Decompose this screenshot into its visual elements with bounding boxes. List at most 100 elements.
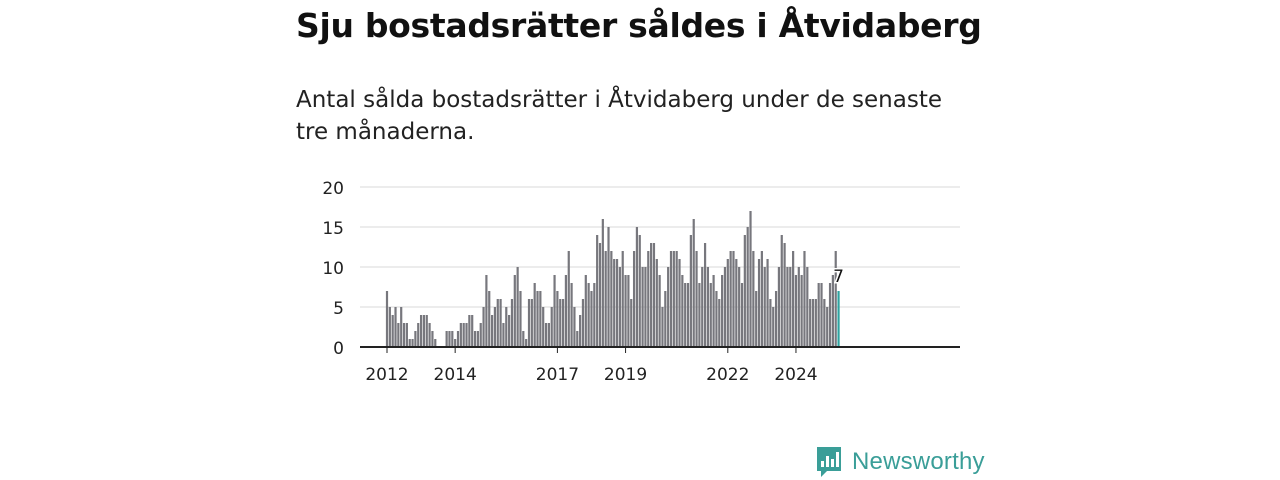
bar [522,331,525,347]
bar [490,315,494,347]
bar [400,307,403,347]
bar [505,307,508,347]
bar [703,243,707,347]
bar [465,323,468,347]
bar [783,243,786,347]
bar [712,275,715,347]
bar [823,299,826,347]
bar-chart: 0 5 10 15 20 2012 2014 2017 2019 2022 2024 7 [322,179,960,385]
bar [593,283,596,347]
bar [740,283,744,347]
bar [502,323,505,347]
bar [695,251,698,347]
bar [397,323,400,347]
bar [698,283,701,347]
bar [473,331,477,347]
bar [615,259,619,347]
bar [723,267,727,347]
bar [803,251,806,347]
newsworthy-brand[interactable]: Newsworthy [815,444,985,480]
bar [647,251,650,347]
bar [658,275,661,347]
bar [590,291,593,347]
bar [763,267,766,347]
bar [738,267,741,347]
bar [579,315,582,347]
bar [650,243,653,347]
bar [604,251,607,347]
bar [735,259,738,347]
y-axis-ticks: 0 5 10 15 20 [322,179,344,359]
bar [525,339,528,347]
bar [496,299,499,347]
bar [601,219,604,347]
x-tick-label: 2019 [604,365,647,385]
chart-subtitle: Antal sålda bostadsrätter i Åtvidaberg u… [296,87,942,145]
bar [425,315,428,347]
bar [542,307,545,347]
bars [385,211,840,347]
bar [814,299,817,347]
bar [405,323,408,347]
bar [462,323,465,347]
bar [664,291,667,347]
bar [743,235,746,347]
bar-highlight [837,291,840,347]
bar [811,299,815,347]
chart-title: Sju bostadsrätter såldes i Åtvidaberg [296,6,982,45]
bar [493,307,497,347]
bar [684,283,687,347]
bar [482,307,485,347]
bar [581,299,585,347]
bar [559,299,562,347]
bar [718,299,721,347]
bar [652,243,656,347]
brand-name: Newsworthy [852,448,985,475]
bar [732,251,735,347]
bar [547,323,550,347]
bar [391,315,394,347]
bar [624,275,627,347]
bar [613,259,616,347]
bar [499,299,502,347]
bar [772,307,775,347]
bar [757,259,761,347]
bar [610,251,613,347]
bar [527,299,531,347]
bar [774,291,778,347]
bar [766,259,769,347]
bar [706,267,710,347]
bar [729,251,732,347]
bar [661,307,664,347]
bar [539,291,542,347]
bar [692,219,695,347]
bar [701,267,704,347]
bar [553,275,556,347]
bar [630,299,633,347]
bar [550,307,553,347]
x-tick-label: 2012 [365,365,408,385]
bar [621,251,624,347]
bar [820,283,823,347]
bar [570,283,573,347]
bar [755,291,758,347]
bar [826,307,829,347]
bar [686,283,690,347]
bar [513,275,516,347]
bar [809,299,812,347]
bar [576,331,579,347]
bar [431,331,434,347]
bar [533,283,536,347]
bar [456,331,460,347]
bar [508,315,511,347]
x-tick-label: 2017 [536,365,579,385]
bar [476,331,479,347]
x-tick-label: 2024 [774,365,817,385]
bar [618,267,621,347]
bar [669,251,673,347]
bar [445,331,448,347]
bar [746,227,749,347]
bar [607,227,610,347]
bar [681,275,684,347]
bar [556,291,559,347]
